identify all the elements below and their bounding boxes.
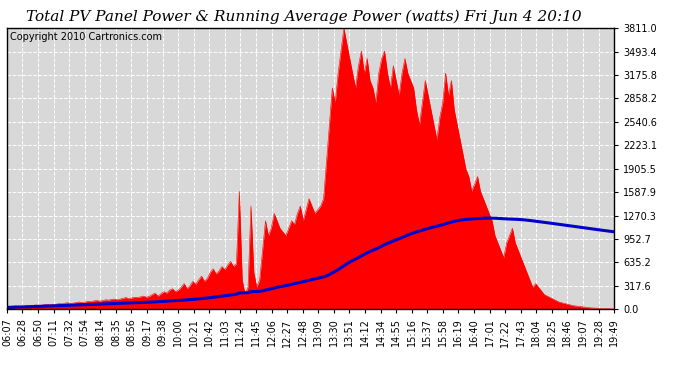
Text: Total PV Panel Power & Running Average Power (watts) Fri Jun 4 20:10: Total PV Panel Power & Running Average P… — [26, 9, 582, 24]
Text: Copyright 2010 Cartronics.com: Copyright 2010 Cartronics.com — [10, 32, 162, 42]
